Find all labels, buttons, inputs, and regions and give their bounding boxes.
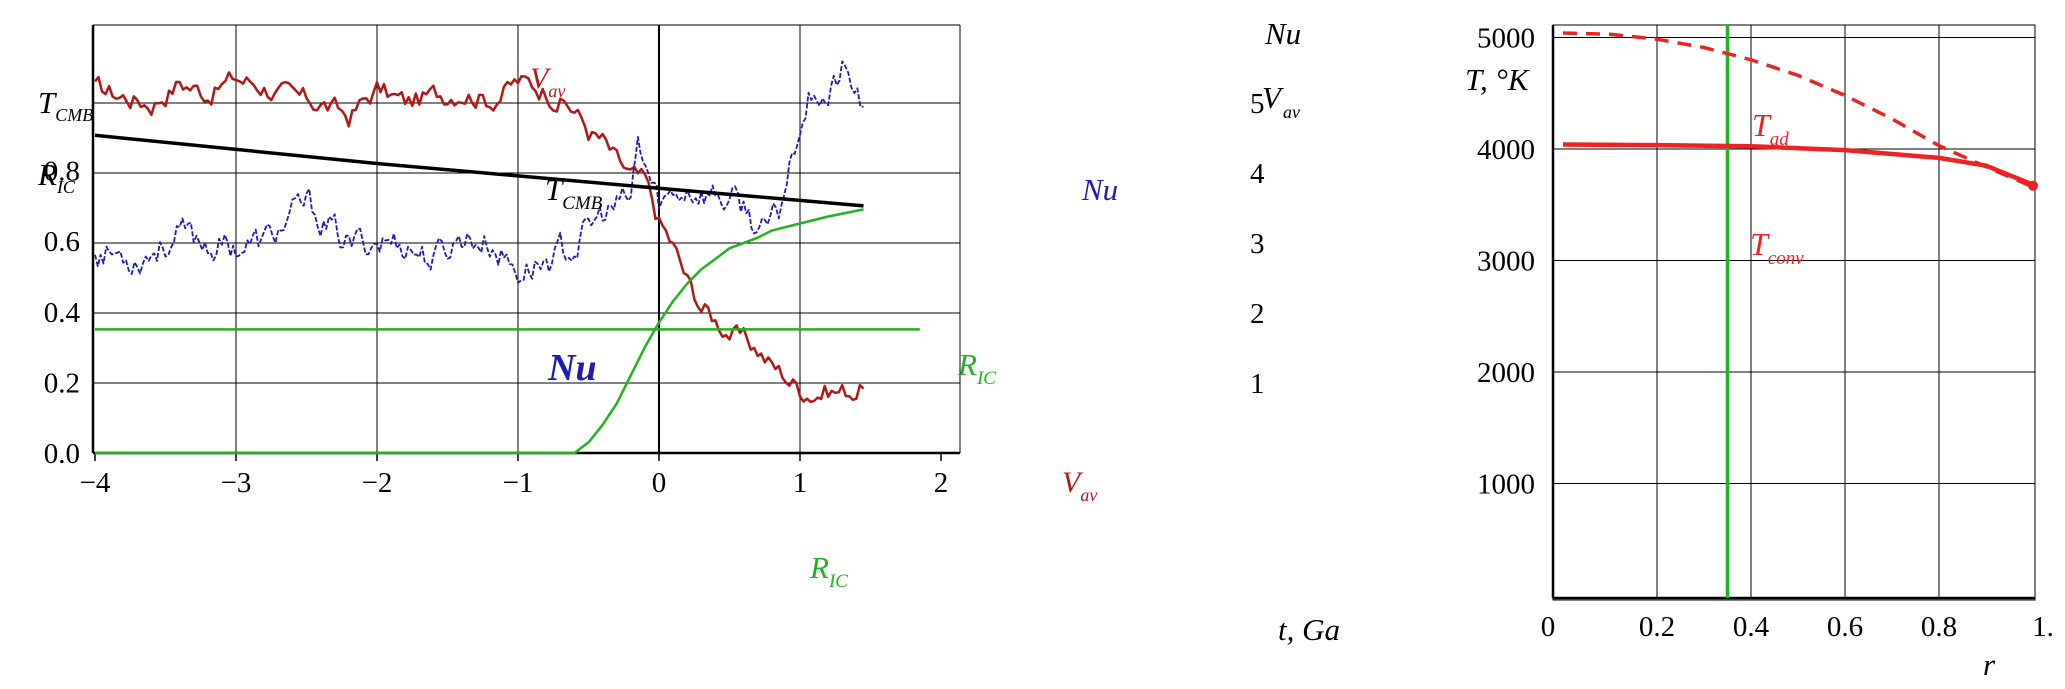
- series-t-conv: [1562, 142, 2034, 187]
- left-y-tick-label: 0.0: [44, 438, 80, 470]
- right-y-tick-label: 2: [1250, 298, 1265, 330]
- right-annotations: Tad Tconv: [1750, 107, 1804, 269]
- left-annotations: Vav Vav TCMB Nu Nu RIC RIC: [530, 62, 1118, 592]
- annotation-label-r-ic: RIC: [957, 347, 996, 389]
- series-t-cmb: [94, 133, 864, 208]
- right-x-tick-label: 0.8: [1921, 611, 1957, 643]
- right-y-tick-label: 1000: [1477, 469, 1535, 501]
- left-y-tick-label: 0.2: [44, 367, 80, 399]
- right-y-axis-title: T, °K: [1465, 62, 1531, 97]
- right-x-tick-label: 0.2: [1639, 611, 1675, 643]
- right-axis-title-line1: Nu: [1264, 16, 1301, 51]
- left-tick-labels: −4 −3 −2 −1 0 1 2 0.0 0.2 0.4 0.6 0.8 1 2 3 4 5: [44, 88, 1265, 499]
- annotation-label-r-ic: RIC: [809, 550, 848, 592]
- left-y-tick-label: 0.8: [44, 156, 80, 188]
- left-y-tick-label: 0.6: [44, 226, 80, 258]
- right-y-tick-label: 5: [1250, 88, 1265, 120]
- series-t-ad: [1562, 31, 2034, 189]
- right-y-tick-label: 1: [1250, 368, 1265, 400]
- right-y-tick-label: 4000: [1477, 134, 1535, 166]
- right-grid: [1551, 24, 2036, 601]
- endpoint-marker: [2028, 180, 2038, 191]
- annotation-label-t-ad: Tad: [1752, 107, 1789, 150]
- right-y-tick-label: 3000: [1477, 246, 1535, 278]
- right-x-axis-title: r: [1983, 647, 1996, 682]
- annotation-label-nu: Nu: [547, 347, 597, 389]
- annotation-label-v-av: Vav: [1062, 466, 1097, 505]
- left-axis-title: TCMB RIC: [37, 85, 93, 197]
- series-v-av: [94, 71, 865, 404]
- right-x-tick-label: 1.: [2032, 611, 2054, 643]
- right-x-tick-label: 0: [1541, 611, 1556, 643]
- annotation-label-nu: Nu: [1081, 172, 1118, 207]
- left-axis-title-line1: TCMB: [38, 85, 93, 125]
- left-x-tick-label: 0: [652, 467, 667, 499]
- annotation-label-t-cmb: TCMB: [545, 172, 603, 214]
- right-frame: [1552, 24, 2036, 601]
- series-r-ic: [95, 208, 864, 455]
- left-x-tick-label: 2: [934, 467, 949, 499]
- left-x-tick-label: −1: [503, 467, 534, 499]
- x-axis-title: t, Ga: [1278, 612, 1340, 647]
- left-x-tick-label: 1: [793, 467, 808, 499]
- annotation-label-v-av: Vav: [530, 62, 565, 101]
- series-nu: [94, 60, 864, 284]
- right-y-tick-label: 5000: [1477, 23, 1535, 55]
- right-y-tick-label: 2000: [1477, 357, 1535, 389]
- left-x-tick-label: −3: [221, 467, 252, 499]
- right-y-tick-label: 3: [1250, 228, 1265, 260]
- right-y-tick-label: 4: [1250, 158, 1265, 190]
- left-x-tick-label: −4: [80, 467, 111, 499]
- left-series: [94, 60, 920, 455]
- right-x-tick-label: 0.4: [1733, 611, 1770, 643]
- annotation-label-t-conv: Tconv: [1750, 226, 1804, 269]
- right-tick-labels: 0 0.2 0.4 0.6 0.8 1. 1000 2000 3000 4000 5000: [1477, 23, 2054, 644]
- left-y-tick-label: 0.4: [44, 297, 81, 329]
- right-x-tick-label: 0.6: [1827, 611, 1863, 643]
- left-x-tick-label: −2: [362, 467, 393, 499]
- left-chart: −4 −3 −2 −1 0 1 2 0.0 0.2 0.4 0.6 0.8 1 2 3 4 5 Vav Vav TC…: [37, 16, 1340, 647]
- right-series: [1562, 25, 2038, 598]
- left-axis-title-line2: RIC: [37, 157, 76, 197]
